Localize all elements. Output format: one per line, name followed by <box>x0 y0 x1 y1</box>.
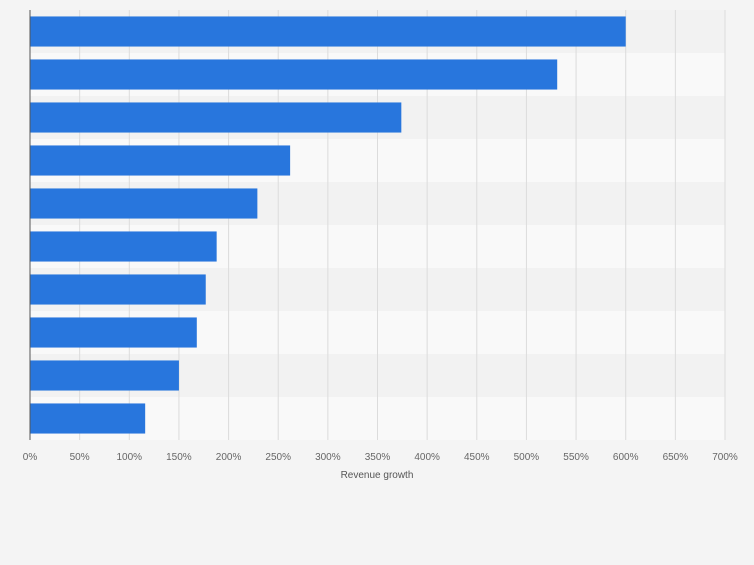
x-tick-label: 100% <box>116 452 142 463</box>
x-tick-label: 650% <box>663 452 689 463</box>
x-tick-label: 150% <box>166 452 192 463</box>
bar <box>30 16 626 47</box>
bar <box>30 59 558 90</box>
x-tick-label: 350% <box>365 452 391 463</box>
bar <box>30 145 291 176</box>
bar <box>30 317 197 348</box>
x-tick-label: 200% <box>216 452 242 463</box>
x-tick-label: 300% <box>315 452 341 463</box>
x-tick-label: 50% <box>70 452 90 463</box>
x-tick-label: 400% <box>414 452 440 463</box>
x-tick-label: 500% <box>514 452 540 463</box>
bar <box>30 403 146 434</box>
x-tick-label: 450% <box>464 452 490 463</box>
bars <box>30 16 626 434</box>
x-tick-label: 250% <box>265 452 291 463</box>
bar <box>30 102 402 133</box>
x-tick-label: 550% <box>563 452 589 463</box>
x-tick-label: 0% <box>23 452 38 463</box>
x-axis-label: Revenue growth <box>341 470 414 481</box>
bar <box>30 231 217 262</box>
x-tick-label: 700% <box>712 452 738 463</box>
bar <box>30 274 206 305</box>
bar <box>30 360 179 391</box>
bar <box>30 188 258 219</box>
x-tick-labels: 0% 50% 100% 150% 200% 250% 300% 350% 400% 450% 500… <box>23 452 738 463</box>
x-tick-label: 600% <box>613 452 639 463</box>
